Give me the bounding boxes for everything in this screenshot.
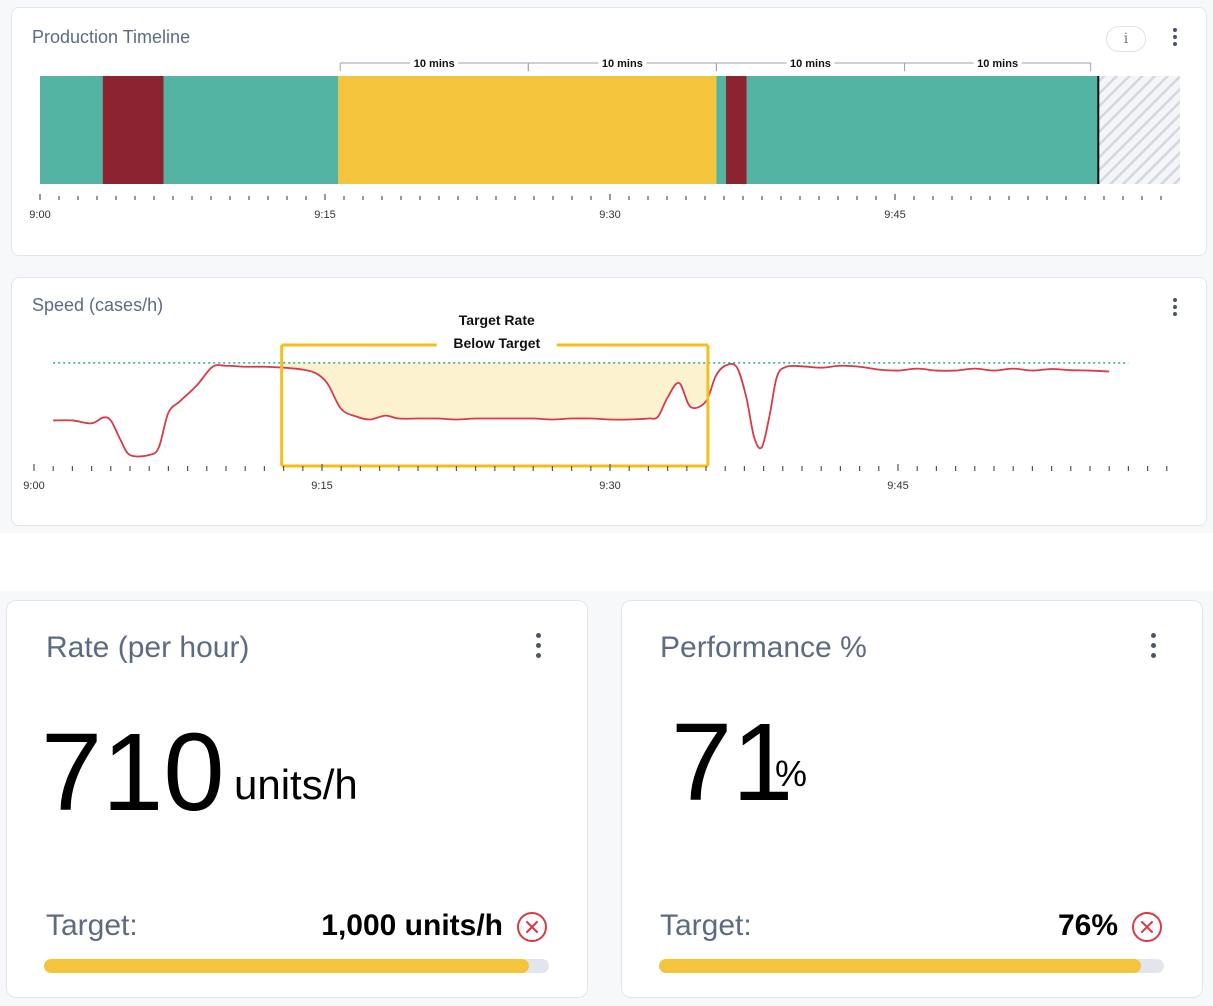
speed-title: Speed (cases/h)	[32, 295, 164, 315]
performance-kpi-card: Performance % 71 % Target: 76%	[621, 600, 1203, 998]
timeline-segment-stopped	[102, 76, 164, 184]
timeline-menu-button[interactable]	[1168, 28, 1182, 48]
performance-title: Performance %	[660, 631, 867, 664]
interval-bracket: 10 mins	[715, 58, 905, 71]
rate-progress-fill	[44, 959, 529, 973]
interval-bracket: 10 mins	[904, 58, 1092, 71]
axis-tick-label: 9:15	[314, 209, 335, 221]
performance-unit: %	[775, 753, 808, 794]
performance-target-label: Target:	[660, 909, 752, 942]
performance-progress-fill	[659, 959, 1142, 973]
bracket-label: 10 mins	[414, 58, 455, 70]
timeline-segment-future	[1098, 76, 1180, 184]
axis-tick-label: 9:00	[29, 209, 50, 221]
timeline-segment-running	[716, 76, 726, 184]
production-timeline-card: Production Timeline i 10 mins 10 mins 10 m…	[11, 7, 1207, 256]
timeline-chart: 10 mins 10 mins 10 mins 10 mins 9:00 9:15 9:3…	[29, 58, 1180, 221]
performance-menu-button[interactable]	[1146, 633, 1160, 659]
info-button[interactable]: i	[1106, 26, 1146, 52]
rate-kpi-card: Rate (per hour) 710 units/h Target: 1,00…	[6, 600, 588, 998]
axis-tick-label: 9:45	[887, 480, 908, 492]
axis-tick-label: 9:30	[599, 209, 620, 221]
performance-target-value: 76%	[1057, 909, 1118, 942]
annotation-label: Below Target	[453, 335, 540, 351]
x-circle-icon	[1132, 912, 1162, 942]
timeline-segment-running	[163, 76, 339, 184]
bracket-label: 10 mins	[602, 58, 643, 70]
speed-chart-card: Speed (cases/h) Target Rate Below Target…	[11, 277, 1207, 526]
rate-value: 710	[41, 711, 225, 834]
speed-menu-button[interactable]	[1168, 298, 1182, 318]
annotation-title: Target Rate	[459, 312, 535, 328]
axis-tick-label: 9:15	[311, 480, 332, 492]
interval-bracket: 10 mins	[339, 58, 529, 71]
interval-bracket: 10 mins	[527, 58, 717, 71]
timeline-segment-stopped	[725, 76, 747, 184]
bracket-label: 10 mins	[977, 58, 1018, 70]
rate-title: Rate (per hour)	[46, 631, 250, 664]
bracket-label: 10 mins	[790, 58, 831, 70]
rate-target-label: Target:	[46, 909, 138, 942]
rate-menu-button[interactable]	[531, 633, 545, 659]
axis-tick-label: 9:45	[884, 209, 905, 221]
speed-chart: Target Rate Below Target 9:00 9:15 9:30 9:4…	[23, 312, 1168, 492]
performance-value: 71	[671, 701, 794, 824]
info-icon: i	[1123, 31, 1129, 47]
timeline-segment-running	[40, 76, 103, 184]
performance-progress-bar	[659, 959, 1164, 973]
speed-series-line	[53, 362, 1110, 458]
rate-target-value: 1,000 units/h	[321, 909, 503, 942]
rate-progress-bar	[44, 959, 549, 973]
rate-unit: units/h	[234, 761, 358, 808]
axis-tick-label: 9:30	[599, 480, 620, 492]
timeline-segment-running	[746, 76, 1099, 184]
timeline-segment-slow	[338, 76, 717, 184]
below-target-area	[281, 362, 708, 420]
timeline-title: Production Timeline	[32, 27, 191, 47]
axis-tick-label: 9:00	[23, 480, 44, 492]
x-circle-icon	[517, 912, 547, 942]
